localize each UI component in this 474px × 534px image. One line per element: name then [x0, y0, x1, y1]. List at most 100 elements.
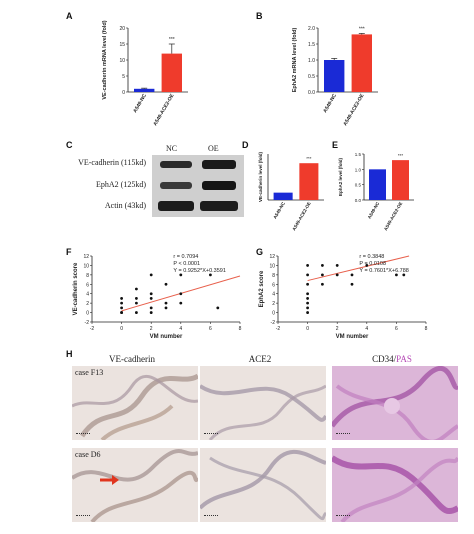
ihc-col-ve-cadherin: VE-cadherin — [109, 354, 155, 364]
data-point — [306, 306, 309, 310]
data-point — [120, 306, 123, 310]
western-blot-image — [152, 155, 244, 217]
bar — [273, 192, 293, 200]
scale-bar — [76, 515, 90, 518]
x-tick-label: A549-NC — [322, 93, 338, 114]
wb-band-ve-oe — [202, 160, 236, 169]
y-tick-label: 1.5 — [308, 42, 315, 48]
wb-band-epha2-nc — [160, 182, 192, 189]
data-point — [135, 297, 138, 300]
bar-chart-ve-cadherin-protein: VE-cadherin level (fold) A549-NC A549-ACE2… — [258, 151, 324, 231]
panel-letter-b: B — [256, 11, 263, 21]
ihc-image-f13-cd34-pas — [332, 366, 458, 440]
case-label-f13: case F13 — [75, 368, 104, 377]
y-tick-label: 8 — [86, 273, 89, 279]
bar — [134, 88, 155, 92]
data-point — [402, 273, 406, 277]
ihc-image-d6-ace2 — [200, 448, 326, 522]
scale-bar — [204, 515, 218, 518]
y-tick-label: 10 — [119, 58, 125, 64]
x-tick-label: 8 — [239, 326, 242, 332]
slash-separator: / — [393, 354, 397, 364]
bar — [161, 53, 182, 92]
stat-text: r = 0.3848 — [359, 254, 384, 260]
data-point — [164, 282, 168, 286]
y-tick-label: 20 — [119, 26, 125, 32]
wb-band-actin-nc — [158, 201, 194, 211]
y-tick-label: -2 — [271, 320, 276, 326]
scale-bar — [336, 433, 350, 436]
tissue-texture — [332, 366, 458, 440]
data-point — [321, 282, 324, 286]
significance-annotation: *** — [169, 37, 175, 43]
ihc-image-f13-ace2 — [200, 366, 326, 440]
data-point — [350, 282, 354, 286]
y-tick-label: 0 — [86, 311, 89, 317]
x-tick-label: A549-ACE2-OE — [342, 92, 365, 127]
y-tick-label: 12 — [83, 254, 89, 260]
x-tick-label: A549-ACE2-OE — [383, 201, 403, 231]
y-tick-label: 0.5 — [308, 74, 315, 80]
panel-letter-a: A — [66, 11, 73, 21]
wb-band-ve-nc — [160, 161, 192, 168]
data-point — [306, 311, 309, 314]
y-tick-label: 2.0 — [308, 26, 315, 32]
x-axis-label: VM number — [336, 334, 369, 340]
wb-column-nc: NC — [166, 144, 178, 153]
data-point — [306, 282, 309, 286]
stat-text: Y = 0.9252*X+0.3591 — [173, 268, 226, 274]
x-tick-label: 6 — [395, 326, 398, 332]
y-tick-label: 0.0 — [308, 90, 315, 96]
panel-letter-g: G — [256, 247, 264, 257]
x-tick-label: 0 — [120, 326, 123, 332]
y-tick-label: 6 — [272, 282, 275, 288]
panel-letter-e: E — [332, 140, 339, 150]
y-tick-label: 10 — [269, 263, 275, 269]
tissue-texture — [332, 455, 458, 522]
data-point — [335, 273, 339, 277]
ihc-image-d6-ve-cadherin: case D6 — [72, 448, 198, 522]
cd34-label: CD34 — [372, 354, 394, 364]
y-tick-label: 4 — [272, 292, 275, 298]
pas-label: PAS — [396, 354, 412, 364]
y-axis-label: EphA2 mRNA level (fold) — [292, 28, 298, 93]
scatter-plot-epha2-vs-vm: -2 0 2 4 6 8 -2 0 2 4 6 8 10 12 VM number EphA2 score r … — [259, 254, 428, 340]
y-tick-label: 0 — [272, 311, 275, 317]
y-tick-label: 1.0 — [355, 167, 362, 172]
panel-letter-h: H — [66, 349, 73, 359]
y-tick-label: 1.0 — [308, 58, 315, 64]
y-tick-label: 0.0 — [355, 198, 362, 203]
data-point — [179, 273, 183, 277]
bar — [351, 34, 372, 92]
x-tick-label: 4 — [365, 326, 368, 332]
data-point — [120, 311, 123, 314]
data-point — [149, 292, 153, 296]
bar — [299, 163, 319, 200]
case-label-d6: case D6 — [75, 450, 101, 459]
data-point — [149, 297, 153, 300]
y-axis-label: VE-cadherin score — [73, 262, 79, 315]
data-point — [209, 273, 212, 277]
x-tick-label: A549-ACE2-OE — [152, 92, 175, 127]
wb-row-epha2: EphA2 (125kd) — [96, 180, 146, 189]
panel-letter-d: D — [242, 140, 249, 150]
scale-bar — [336, 515, 350, 518]
bar — [369, 169, 386, 200]
y-tick-label: -2 — [85, 320, 90, 326]
data-point — [216, 306, 220, 310]
y-tick-label: 8 — [272, 273, 275, 279]
x-tick-label: -2 — [276, 326, 281, 332]
significance-annotation: *** — [398, 153, 404, 158]
x-tick-label: 4 — [179, 326, 182, 332]
stat-text: Y = 0.7601*X+6.788 — [359, 268, 408, 274]
data-point — [365, 264, 369, 267]
tissue-texture — [200, 449, 326, 521]
y-tick-label: 2 — [272, 301, 275, 307]
data-point — [120, 297, 123, 300]
bar-chart-ve-cadherin-mrna: 0 5 10 15 20 VE-cadherin mRNA level (fold) A54… — [102, 20, 188, 127]
panel-letter-f: F — [66, 247, 72, 257]
y-tick-label: 12 — [269, 254, 275, 260]
scatter-plot-ve-cadherin-vs-vm: -2 0 2 4 6 8 -2 0 2 4 6 8 10 12 VM number VE-cadherin s… — [73, 254, 242, 340]
stat-text: P = 0.0108 — [359, 261, 386, 267]
data-point — [321, 273, 324, 277]
